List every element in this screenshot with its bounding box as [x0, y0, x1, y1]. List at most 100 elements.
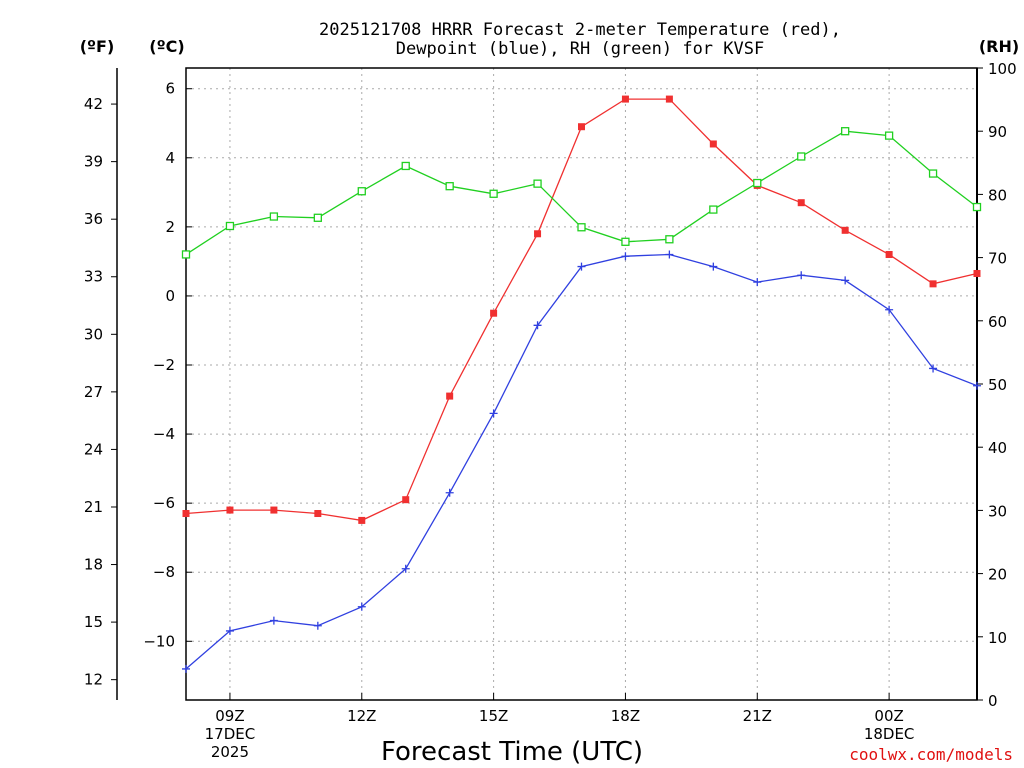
- fahrenheit-tick-label: 42: [84, 95, 103, 113]
- dewpoint-point: [797, 271, 806, 280]
- dewpoint-point: [401, 564, 410, 573]
- dewpoint-point: [533, 321, 542, 330]
- rh-tick-label: 0: [988, 692, 998, 710]
- rh-point: [225, 221, 235, 231]
- celsius-tick-label: −6: [153, 494, 175, 512]
- fahrenheit-tick-label: 36: [84, 210, 103, 228]
- temperature-point: [973, 269, 981, 277]
- fahrenheit-tick-label: 39: [84, 153, 103, 171]
- rh-point: [884, 131, 894, 140]
- rh-tick-label: 20: [988, 566, 1007, 584]
- celsius-tick-label: −4: [153, 425, 175, 443]
- fahrenheit-tick-label: 30: [84, 325, 103, 343]
- x-tick-label: 00Z: [874, 707, 903, 725]
- x-tick-label: 18Z: [611, 707, 640, 725]
- celsius-tick-label: 6: [165, 80, 175, 98]
- rh-tick-label: 90: [988, 123, 1007, 141]
- temperature-point: [709, 140, 717, 148]
- rh-tick-label: 80: [988, 186, 1007, 204]
- rh-point: [181, 250, 191, 259]
- temperature-point: [446, 392, 454, 400]
- dewpoint-point: [665, 250, 674, 259]
- x-axis-label: Forecast Time (UTC): [381, 737, 643, 767]
- rh-point: [577, 223, 586, 232]
- rh-point: [533, 179, 542, 188]
- celsius-tick-label: 2: [165, 218, 175, 236]
- dewpoint-point: [489, 409, 498, 418]
- dewpoint-point: [182, 664, 190, 673]
- dewpoint-point: [269, 616, 278, 625]
- rh-point: [445, 182, 454, 191]
- dewpoint-point: [225, 626, 234, 635]
- x-tick-label: 2025: [211, 743, 249, 761]
- rh-tick-label: 10: [988, 629, 1007, 647]
- dewpoint-point: [929, 364, 938, 373]
- celsius-tick-label: 0: [165, 287, 175, 305]
- celsius-tick-label: −8: [153, 563, 175, 581]
- rh-tick-label: 100: [988, 60, 1017, 78]
- chart-title-line-1: 2025121708 HRRR Forecast 2-meter Tempera…: [319, 20, 841, 40]
- fahrenheit-tick-label: 24: [84, 440, 103, 458]
- temperature-point: [182, 510, 190, 518]
- rh-point: [753, 178, 762, 188]
- series-line-rh: [185, 130, 978, 255]
- rh-point: [357, 187, 366, 196]
- plot-frame: [185, 67, 978, 701]
- fahrenheit-tick-label: 15: [84, 613, 103, 631]
- temperature-point: [621, 95, 629, 103]
- temperature-point: [929, 280, 937, 288]
- series-line-dewpoint: [185, 253, 978, 670]
- fahrenheit-tick-label: 27: [84, 383, 103, 401]
- rh-point: [797, 152, 806, 161]
- series-group: [181, 95, 982, 673]
- rh-point: [665, 235, 674, 244]
- rh-point: [489, 189, 498, 198]
- x-tick-label: 18DEC: [864, 725, 915, 743]
- rh-tick-label: 30: [988, 502, 1007, 520]
- temperature-point: [797, 199, 805, 207]
- x-tick-label: 17DEC: [205, 725, 256, 743]
- dewpoint-point: [313, 621, 322, 630]
- rh-tick-label: 70: [988, 250, 1007, 268]
- dewpoint-point: [885, 305, 894, 314]
- celsius-unit-label: (ºC): [149, 37, 184, 56]
- temperature-point: [226, 506, 234, 514]
- temperature-point: [885, 250, 893, 258]
- axes: 1215182124273033363942−10−8−6−4−20246010…: [84, 60, 1017, 761]
- fahrenheit-tick-label: 21: [84, 498, 103, 516]
- celsius-tick-label: −2: [153, 356, 175, 374]
- temperature-point: [358, 516, 366, 524]
- rh-tick-label: 40: [988, 439, 1007, 457]
- x-tick-label: 15Z: [479, 707, 508, 725]
- gridlines: [186, 68, 977, 700]
- temperature-point: [841, 226, 849, 234]
- temperature-point: [578, 123, 585, 131]
- temperature-point: [314, 510, 322, 518]
- rh-point: [709, 205, 718, 214]
- dewpoint-point: [445, 488, 454, 497]
- rh-unit-label: (RH): [979, 37, 1019, 56]
- x-tick-label: 09Z: [215, 707, 244, 725]
- temperature-point: [402, 496, 410, 504]
- temperature-point: [490, 309, 498, 317]
- dewpoint-point: [973, 381, 981, 390]
- fahrenheit-tick-label: 12: [84, 671, 103, 689]
- temperature-point: [270, 506, 278, 514]
- rh-point: [621, 237, 630, 246]
- dewpoint-point: [709, 262, 718, 271]
- rh-point: [269, 212, 279, 221]
- celsius-tick-label: −10: [143, 632, 175, 650]
- rh-tick-label: 60: [988, 313, 1007, 331]
- chart-title-line-2: Dewpoint (blue), RH (green) for KVSF: [396, 39, 764, 59]
- temperature-point: [665, 95, 673, 103]
- credit-text: coolwx.com/models: [849, 745, 1013, 764]
- series-dewpoint: [182, 250, 981, 673]
- rh-point: [313, 213, 322, 222]
- fahrenheit-tick-label: 33: [84, 268, 103, 286]
- dewpoint-point: [357, 602, 366, 611]
- rh-point: [972, 202, 982, 212]
- fahrenheit-tick-label: 18: [84, 556, 103, 574]
- celsius-tick-label: 4: [165, 149, 175, 167]
- temperature-point: [534, 230, 542, 238]
